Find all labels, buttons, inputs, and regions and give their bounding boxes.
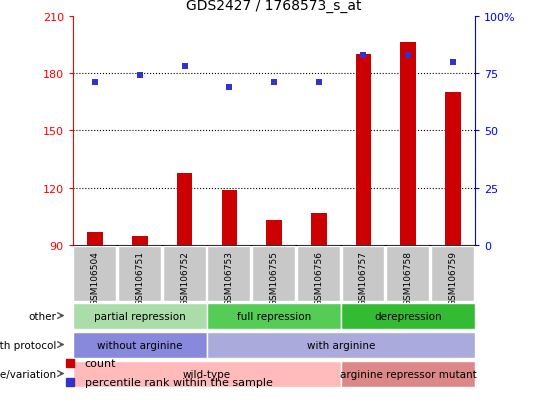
Text: GSM106757: GSM106757	[359, 250, 368, 305]
Bar	[207, 247, 251, 301]
Bar	[400, 43, 416, 246]
Bar	[445, 93, 461, 246]
Bar	[266, 221, 282, 246]
Text: GSM106758: GSM106758	[403, 250, 413, 305]
Bar	[207, 332, 475, 358]
Text: without arginine: without arginine	[97, 340, 183, 350]
Text: percentile rank within the sample: percentile rank within the sample	[85, 377, 273, 387]
Bar	[356, 55, 372, 246]
Title: GDS2427 / 1768573_s_at: GDS2427 / 1768573_s_at	[186, 0, 362, 13]
Text: derepression: derepression	[374, 311, 442, 321]
Bar	[118, 247, 161, 301]
Bar	[207, 303, 341, 330]
Text: arginine repressor mutant: arginine repressor mutant	[340, 369, 476, 379]
Text: GSM106751: GSM106751	[136, 250, 145, 305]
Bar	[73, 247, 116, 301]
Text: with arginine: with arginine	[307, 340, 375, 350]
Text: growth protocol: growth protocol	[0, 340, 56, 350]
Text: GSM106755: GSM106755	[269, 250, 279, 305]
Text: full repression: full repression	[237, 311, 311, 321]
Bar	[431, 247, 474, 301]
Text: other: other	[29, 311, 56, 321]
Bar	[297, 247, 340, 301]
Text: genotype/variation: genotype/variation	[0, 369, 56, 379]
Bar	[163, 247, 206, 301]
Text: wild-type: wild-type	[183, 369, 231, 379]
Bar	[73, 303, 207, 330]
Bar	[341, 361, 475, 387]
Text: count: count	[85, 358, 116, 368]
Bar	[221, 190, 237, 246]
Bar	[311, 213, 327, 246]
Bar	[73, 332, 207, 358]
Text: GSM106752: GSM106752	[180, 250, 189, 305]
Text: partial repression: partial repression	[94, 311, 186, 321]
Text: GSM106756: GSM106756	[314, 250, 323, 305]
Bar	[132, 236, 148, 246]
Bar	[177, 173, 192, 246]
Text: GSM106504: GSM106504	[91, 250, 100, 305]
Bar	[386, 247, 429, 301]
Text: GSM106759: GSM106759	[448, 250, 457, 305]
Bar	[341, 247, 384, 301]
Text: GSM106753: GSM106753	[225, 250, 234, 305]
Bar	[87, 233, 103, 246]
Bar	[252, 247, 295, 301]
Bar	[341, 303, 475, 330]
Bar	[73, 361, 341, 387]
